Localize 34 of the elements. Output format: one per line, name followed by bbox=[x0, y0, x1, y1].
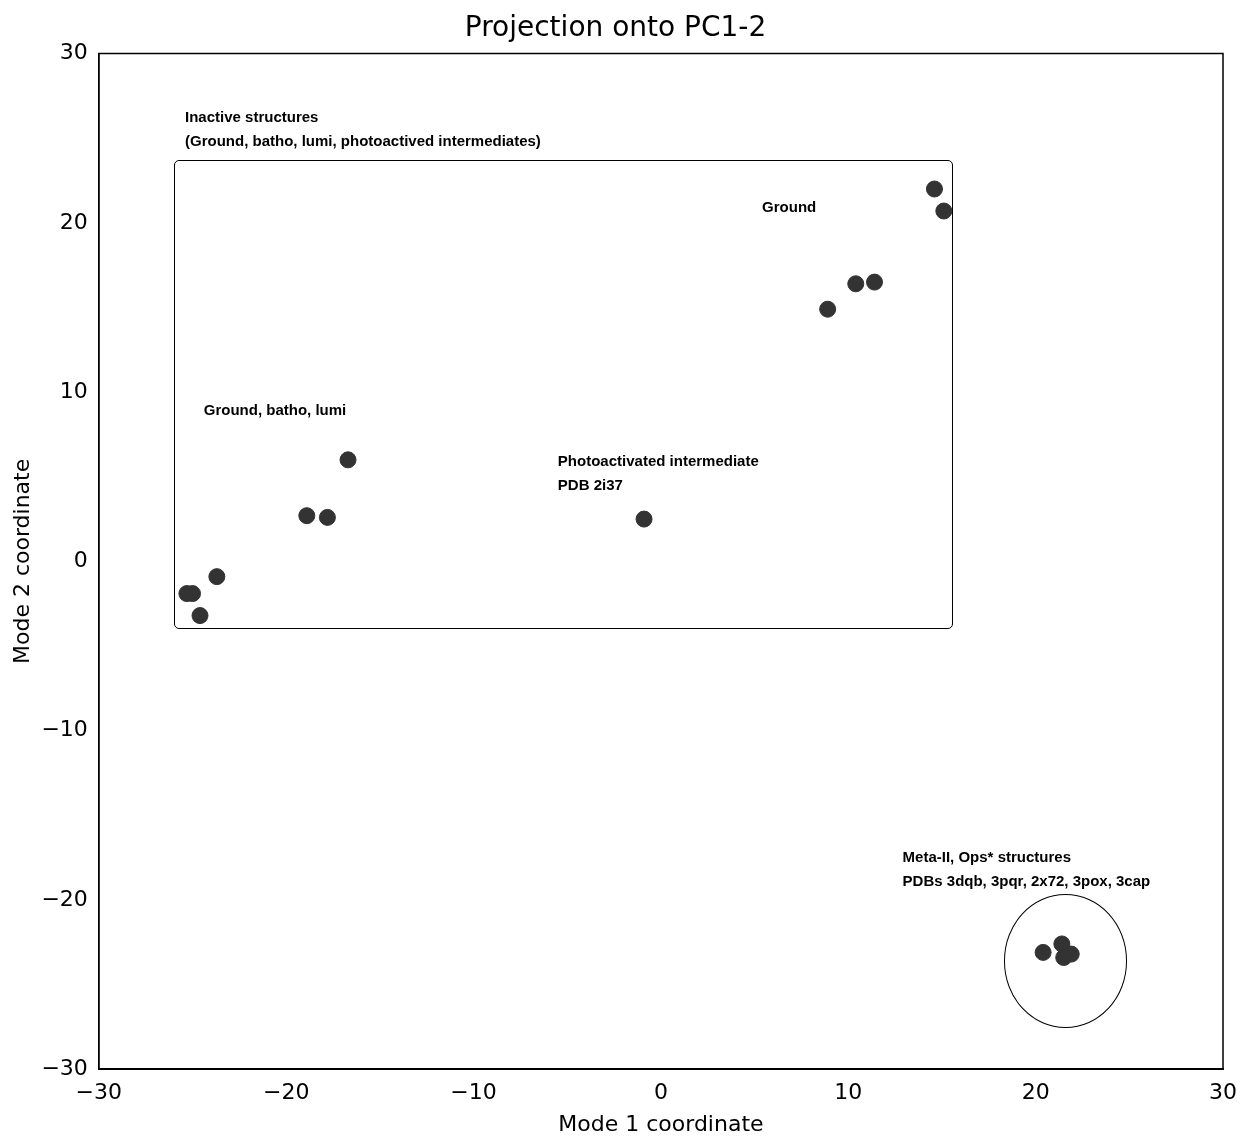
y-tick-label: −20 bbox=[41, 885, 88, 911]
point bbox=[935, 202, 953, 220]
point bbox=[298, 507, 316, 525]
y-axis-title: Mode 2 coordinate bbox=[8, 458, 34, 665]
point bbox=[925, 180, 943, 198]
x-tick-label: 0 bbox=[653, 1079, 668, 1105]
point bbox=[191, 607, 209, 625]
annotation: Inactive structures (Ground, batho, lumi, photoactived intermediates) bbox=[185, 108, 541, 150]
y-tick-label: 30 bbox=[59, 39, 88, 65]
point bbox=[635, 510, 653, 528]
chart-title: Projection onto PC1-2 bbox=[464, 10, 767, 44]
x-tick-label: −20 bbox=[262, 1079, 310, 1105]
x-tick-label: −30 bbox=[75, 1079, 123, 1105]
y-tick-label: 20 bbox=[59, 208, 88, 234]
y-tick-label: −30 bbox=[41, 1054, 88, 1080]
annotation: Meta-II, Ops* structures PDBs 3dqb, 3pqr, 2x72, 3pox, 3cap bbox=[902, 847, 1151, 889]
point bbox=[339, 451, 357, 469]
x-axis-title: Mode 1 coordinate bbox=[558, 1110, 764, 1136]
point bbox=[208, 568, 226, 586]
y-tick-label: 0 bbox=[73, 547, 88, 573]
y-tick-label: 10 bbox=[59, 377, 88, 403]
point bbox=[866, 273, 884, 291]
annotation: Ground bbox=[762, 197, 817, 215]
point bbox=[318, 508, 336, 526]
annotation: Ground, batho, lumi bbox=[203, 400, 347, 418]
point bbox=[819, 300, 837, 318]
annotation: Photoactivated intermediate PDB 2i37 bbox=[557, 451, 759, 493]
x-tick-label: −10 bbox=[450, 1079, 497, 1105]
point bbox=[847, 275, 865, 293]
x-tick-label: 10 bbox=[834, 1079, 863, 1105]
point bbox=[1034, 943, 1052, 961]
x-tick-label: 20 bbox=[1021, 1079, 1050, 1105]
x-tick-label: 30 bbox=[1209, 1079, 1237, 1105]
y-tick-label: −10 bbox=[41, 716, 88, 742]
